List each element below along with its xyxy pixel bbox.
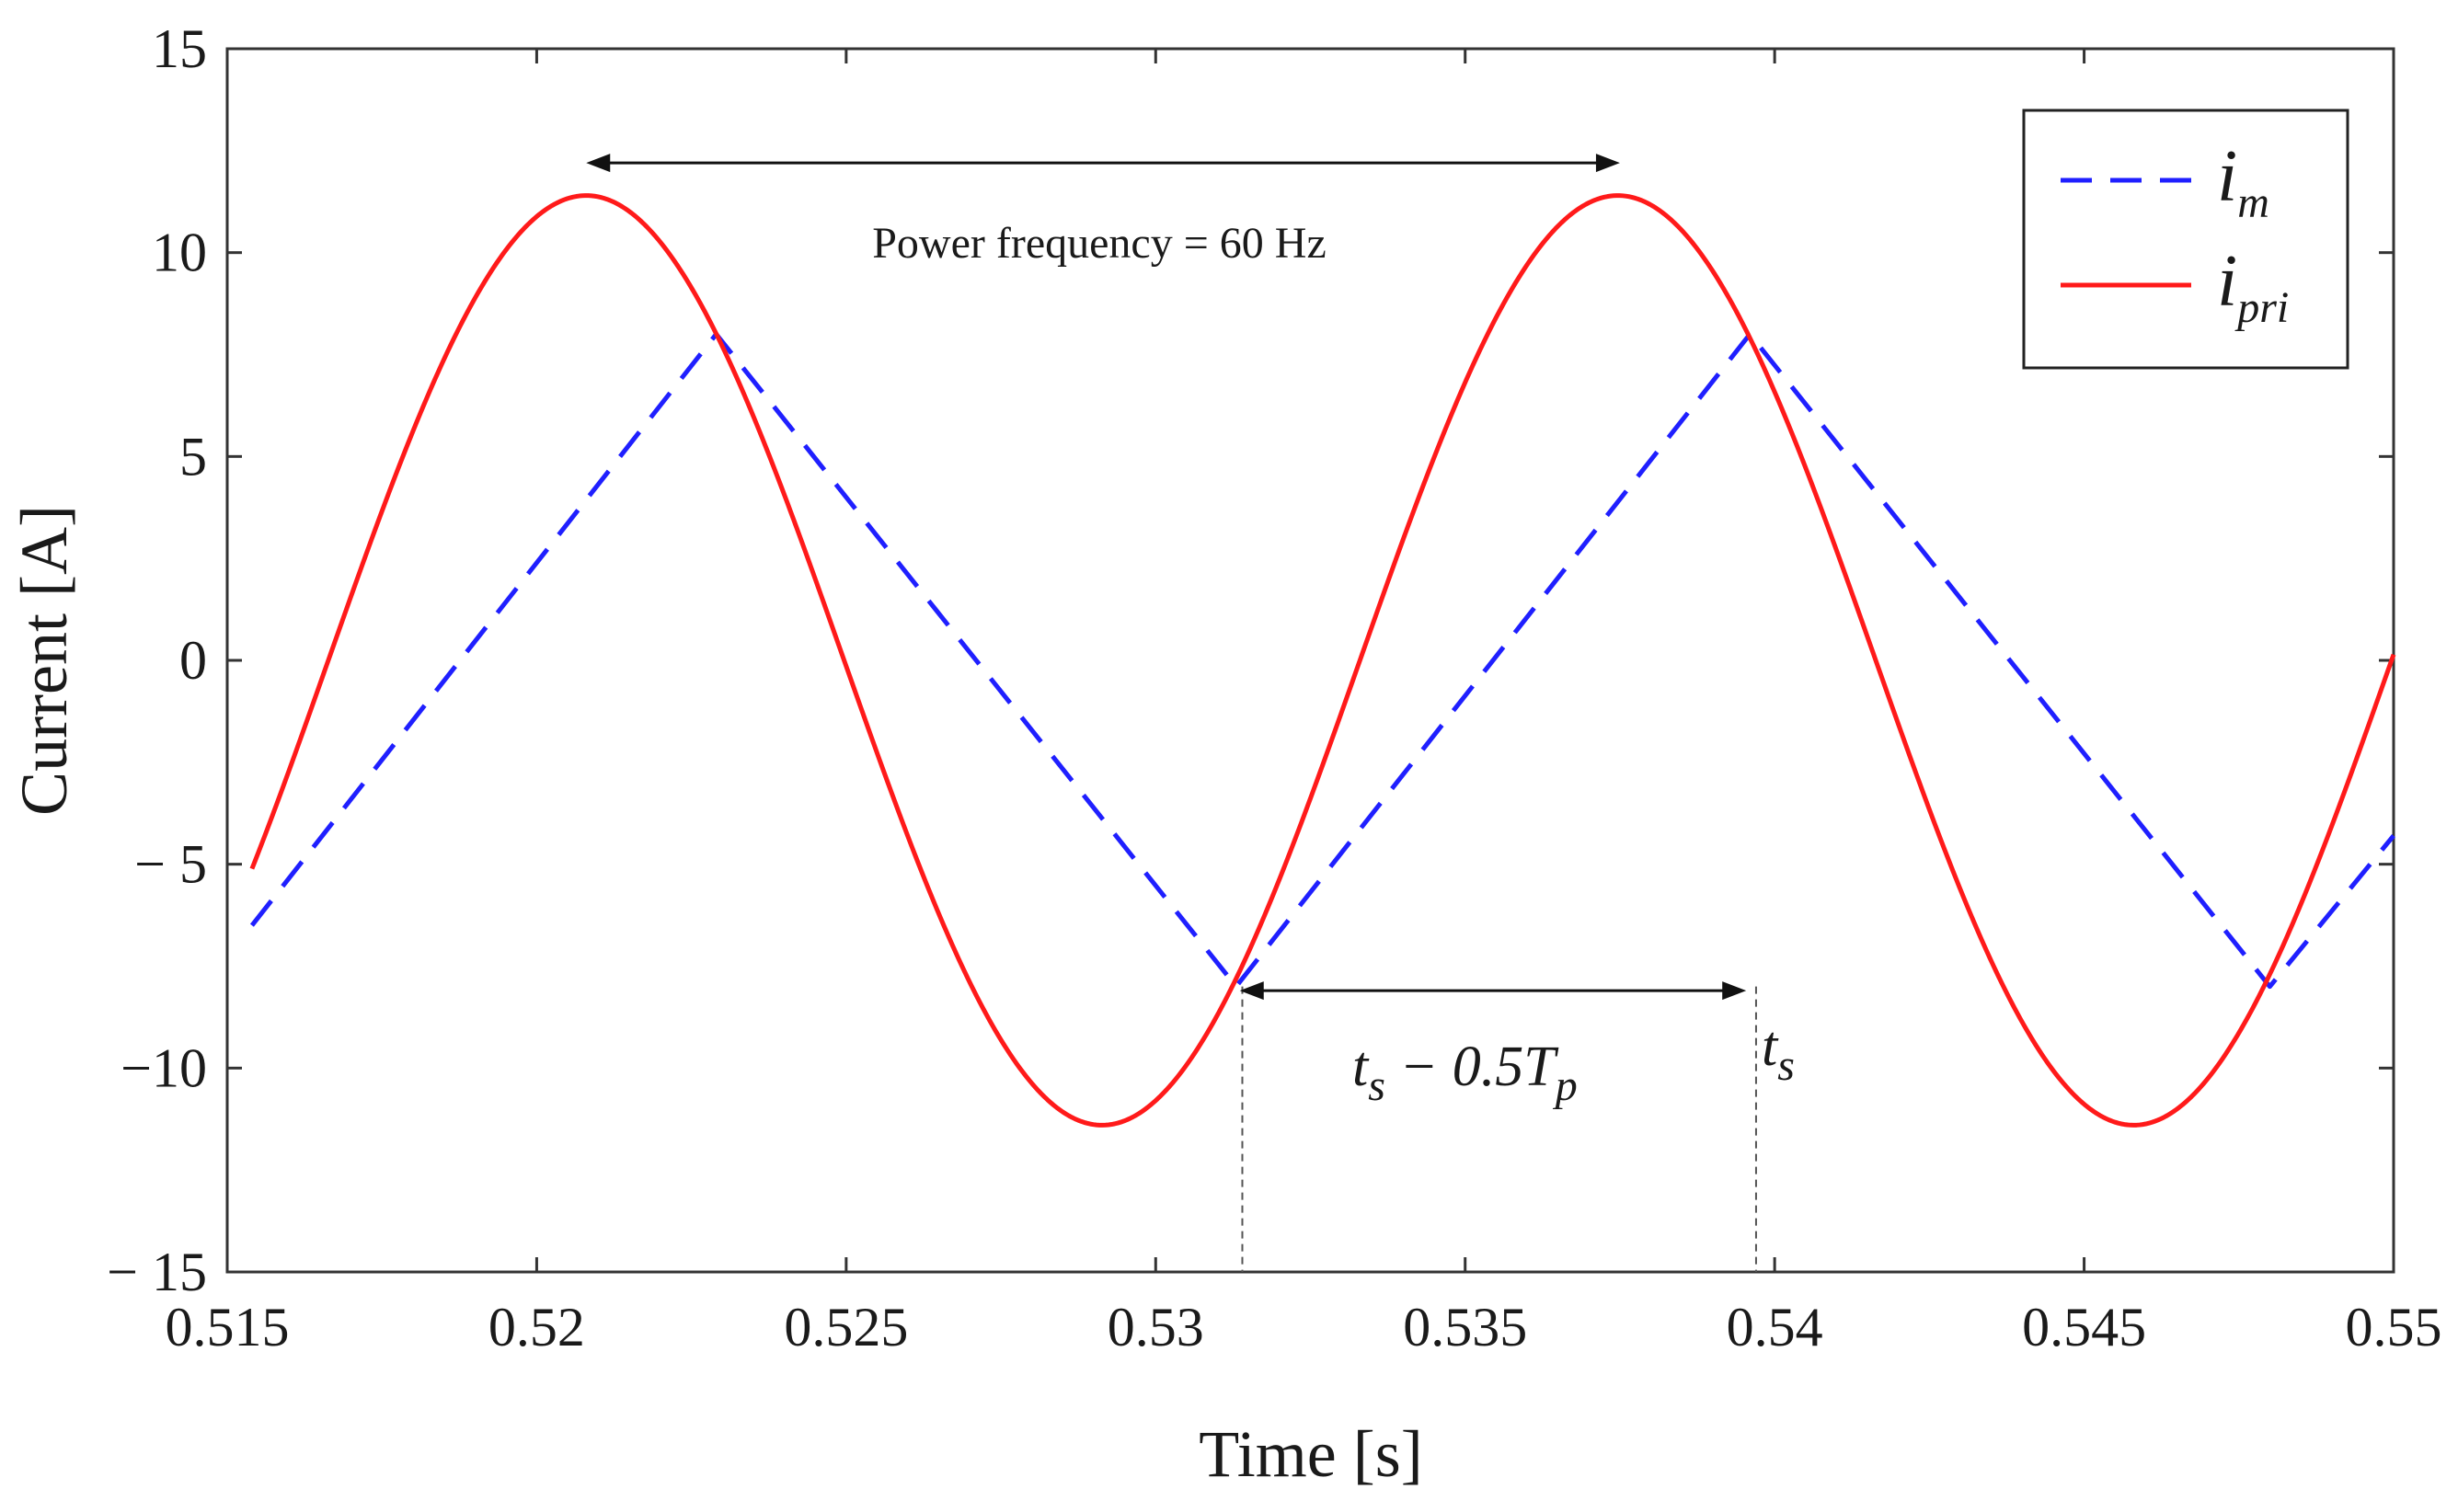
- x-axis-label: Time [s]: [1199, 1417, 1422, 1491]
- interval-arrow-head-right: [1722, 981, 1747, 1001]
- frequency-annotation: Power frequency = 60 Hz: [872, 219, 1327, 268]
- legend: im ipri: [2022, 109, 2349, 370]
- x-tick-label: 0.52: [488, 1297, 585, 1357]
- y-axis-label: Current [A]: [7, 505, 81, 816]
- x-tick-label: 0.535: [1403, 1297, 1527, 1357]
- legend-label-im: im: [2217, 136, 2269, 227]
- interval-arrow: [1239, 981, 1747, 1001]
- series-line-i-pri: [249, 193, 2396, 1128]
- x-tick-label: 0.54: [1727, 1297, 1823, 1357]
- x-tick-label: 0.55: [2346, 1297, 2442, 1357]
- frequency-arrow-head-left: [586, 154, 611, 173]
- y-tick-label: 10: [152, 223, 207, 283]
- y-tick-label: − 15: [107, 1242, 207, 1302]
- guide-lines: [1241, 986, 1757, 1272]
- legend-box: [2022, 109, 2349, 370]
- x-tick-label: 0.525: [784, 1297, 908, 1357]
- x-tick-label: 0.545: [2022, 1297, 2146, 1357]
- x-tick-label: 0.53: [1108, 1297, 1204, 1357]
- y-tick-label: 5: [179, 426, 207, 487]
- interval-label: ts − 0.5Tp: [1352, 1036, 1578, 1110]
- legend-label-ipri: ipri: [2217, 241, 2289, 332]
- series-line-i-m: [249, 331, 2395, 990]
- series-group: [249, 193, 2396, 1128]
- y-tick-label: 0: [179, 630, 207, 691]
- y-tick-label: −10: [121, 1037, 207, 1098]
- y-tick-label: 15: [152, 18, 207, 79]
- axis-ticks: 0.515 0.52 0.525 0.53 0.535 0.54 0.545 0.55 15 10…: [107, 18, 2441, 1357]
- ts-label: ts: [1762, 1015, 1795, 1090]
- x-tick-label: 0.515: [166, 1297, 290, 1357]
- frequency-arrow: [586, 154, 1620, 173]
- annotations: [586, 154, 1747, 1001]
- y-tick-label: − 5: [134, 834, 207, 895]
- frequency-arrow-head-right: [1595, 154, 1620, 173]
- interval-arrow-head-left: [1239, 981, 1264, 1001]
